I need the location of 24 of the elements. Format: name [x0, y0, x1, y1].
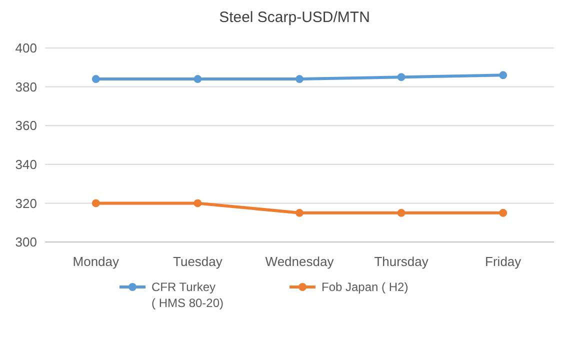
x-tick-label: Wednesday	[265, 254, 334, 269]
y-tick-label: 340	[15, 156, 37, 172]
y-tick-label: 360	[15, 118, 37, 134]
point	[92, 75, 100, 84]
chart-title: Steel Scarp-USD/MTN	[219, 9, 370, 26]
legend-label: Fob Japan ( H2)	[322, 280, 408, 294]
point	[397, 208, 406, 217]
y-tick-label: 300	[15, 234, 37, 250]
point	[499, 208, 508, 217]
point	[194, 75, 202, 84]
point	[499, 71, 508, 80]
point	[397, 73, 406, 82]
point	[296, 208, 304, 217]
point	[194, 199, 202, 208]
y-tick-label: 320	[15, 196, 37, 211]
y-tick-label: 380	[15, 79, 37, 94]
point	[92, 199, 100, 208]
legend-label: CFR Turkey ( HMS 80-20)	[152, 280, 224, 310]
x-tick-label: Monday	[72, 254, 120, 269]
x-tick-label: Friday	[485, 254, 522, 269]
x-tick-label: Tuesday	[173, 254, 223, 269]
point	[296, 75, 304, 84]
x-tick-label: Thursday	[374, 254, 429, 269]
y-tick-label: 400	[15, 40, 37, 56]
